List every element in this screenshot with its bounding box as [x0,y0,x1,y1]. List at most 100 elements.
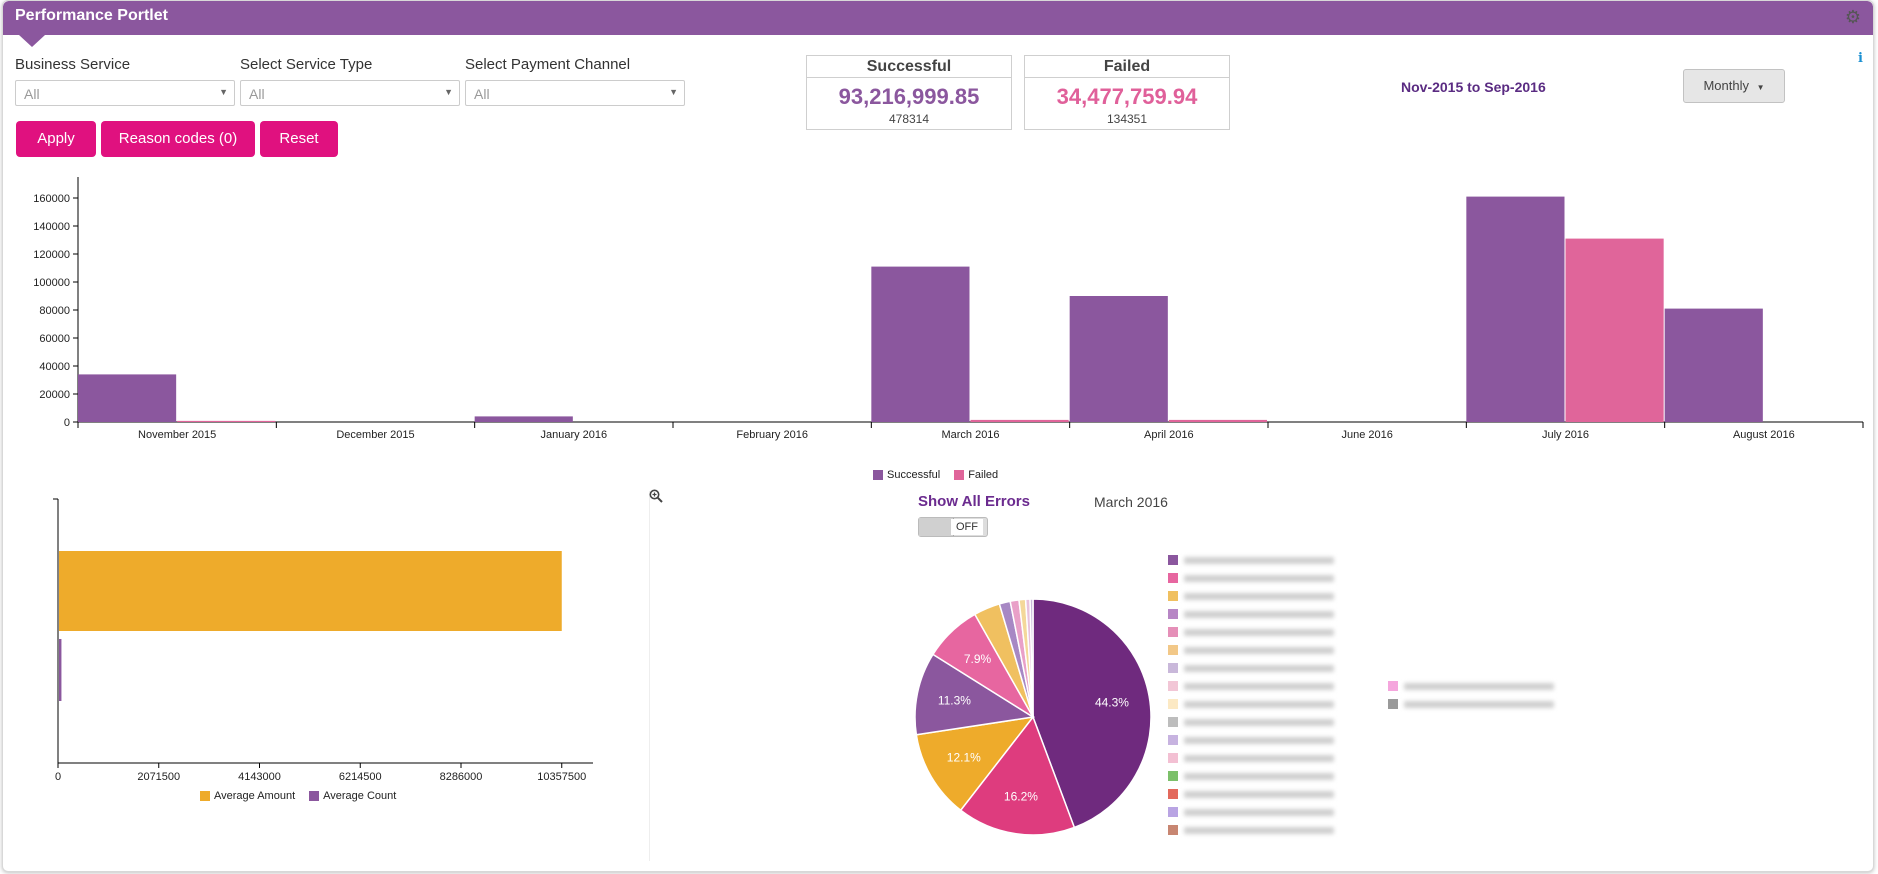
reset-button[interactable]: Reset [260,121,338,157]
pie-legend-swatch [1168,699,1178,709]
pie-legend-item[interactable] [1168,716,1334,728]
x-tick-label: February 2016 [736,429,808,441]
pie-legend-swatch [1168,573,1178,583]
x-tick-label: January 2016 [540,429,607,441]
x-tick-label: December 2015 [336,429,414,441]
pie-legend-label-redacted [1184,664,1334,672]
business-service-select[interactable]: All ▼ [15,80,235,106]
x-tick-label: August 2016 [1733,429,1795,441]
pie-legend-swatch [1168,825,1178,835]
pie-legend-item[interactable] [1168,788,1334,800]
pie-slice-label: 11.3% [938,694,971,708]
pie-legend-swatch [1168,735,1178,745]
apply-button[interactable]: Apply [16,121,96,157]
successful-count: 478314 [888,112,930,126]
show-all-errors-toggle[interactable]: OFF [918,517,988,537]
pie-slice [1029,598,1034,718]
pie-legend-swatch [1168,627,1178,637]
x-tick-label: April 2016 [1144,429,1194,441]
x-tick-label: July 2016 [1542,429,1589,441]
pie-legend-item[interactable] [1168,806,1334,818]
pie-legend-item[interactable] [1168,644,1334,656]
caret-down-icon: ▼ [669,87,678,97]
pie-legend-item[interactable] [1168,662,1334,674]
gear-icon[interactable]: ⚙ [1844,7,1862,27]
bar-successful [871,266,970,422]
pie-legend-swatch [1168,555,1178,565]
caret-down-icon: ▼ [444,87,453,97]
failed-title: Failed [1025,56,1229,78]
pie-slice-label: 12.1% [947,751,981,765]
successful-summary: Successful 93,216,999.85 478314 [806,55,1012,130]
bar-successful [1466,196,1565,422]
pie-legend-item[interactable] [1168,824,1334,836]
y-tick-label: 100000 [33,277,70,289]
monthly-bar-chart: 0 20000 40000 60000 80000 100000 120000 140000 1… [33,177,1864,441]
pie-legend-label-redacted [1184,718,1334,726]
zoom-in-icon[interactable] [649,489,663,506]
legend-failed: Failed [968,469,999,481]
pie-slice [914,653,1036,736]
pie-legend-label-redacted [1184,808,1334,816]
payment-channel-select[interactable]: All ▼ [465,80,685,106]
service-type-label: Select Service Type [240,56,373,73]
legend-swatch-failed [954,470,965,480]
toggle-knob [919,518,954,536]
toggle-state: OFF [951,519,983,535]
x-tick-label: June 2016 [1341,429,1392,441]
pie-legend-label-redacted [1184,790,1334,798]
x-tick-label: March 2016 [941,429,999,441]
pie-legend-item[interactable] [1168,626,1334,638]
pie-legend-item[interactable] [1168,680,1334,692]
x-tick-label: 6214500 [339,771,382,783]
pie-legend-label-redacted [1184,574,1334,582]
legend-successful: Successful [887,469,941,481]
payment-channel-label: Select Payment Channel [465,56,631,73]
pie-legend-swatch [1168,663,1178,673]
main-chart-legend: Successful Failed [873,469,998,481]
pie-legend-item[interactable] [1168,770,1334,782]
bar-average-amount [59,551,562,631]
pie-legend-swatch [1168,717,1178,727]
y-tick-label: 160000 [33,193,70,205]
pie-legend-swatch [1168,645,1178,655]
date-range: Nov-2015 to Sep-2016 [1401,79,1546,95]
period-dropdown[interactable]: Monthly ▼ [1683,69,1785,103]
service-type-select[interactable]: All ▼ [240,80,460,106]
bar-successful [78,374,177,422]
pie-legend-label-redacted [1184,826,1334,834]
x-tick-label: 8286000 [440,771,483,783]
average-chart-legend: Average Amount Average Count [200,790,396,802]
legend-average-amount: Average Amount [214,790,296,802]
payment-channel-value: All [474,86,490,102]
pie-legend-item[interactable] [1168,608,1334,620]
pie-legend-label-redacted [1404,700,1554,708]
pie-legend-item[interactable] [1388,680,1554,692]
info-icon[interactable]: i [1858,51,1863,66]
legend-swatch-average-count [309,791,320,801]
pie-slice-label: 7.9% [964,652,992,666]
pie-legend-item[interactable] [1168,572,1334,584]
pie-legend-label-redacted [1184,682,1334,690]
pie-legend-swatch [1388,699,1398,709]
bar-failed [177,420,276,422]
reason-codes-button[interactable]: Reason codes (0) [101,121,255,157]
pie-legend-label-redacted [1184,592,1334,600]
pie-slice [959,715,1076,836]
x-tick-label: 4143000 [238,771,281,783]
pie-legend-swatch [1168,681,1178,691]
pie-legend-item[interactable] [1388,698,1554,710]
pie-legend-swatch [1168,591,1178,601]
x-tick-label: 2071500 [137,771,180,783]
pie-legend-item[interactable] [1168,590,1334,602]
bar-failed [1168,419,1267,422]
service-type-value: All [249,86,265,102]
pie-legend-swatch [1168,789,1178,799]
pie-legend-item[interactable] [1168,554,1334,566]
business-service-label: Business Service [15,56,131,73]
pie-legend-item[interactable] [1168,752,1334,764]
pie-legend-swatch [1168,753,1178,763]
pie-legend-item[interactable] [1168,734,1334,746]
pie-legend-item[interactable] [1168,698,1334,710]
portlet-title: Performance Portlet [15,7,168,24]
